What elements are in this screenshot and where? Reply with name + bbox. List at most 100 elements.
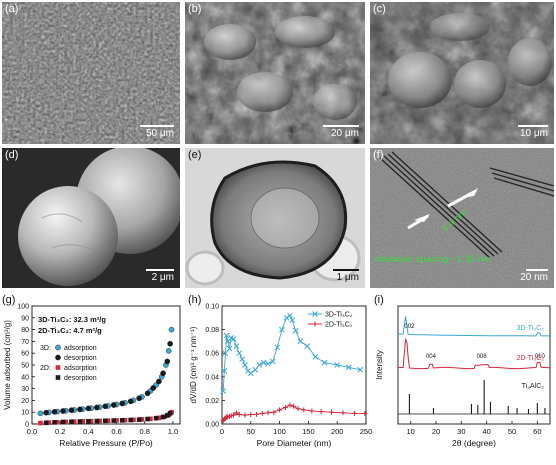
data-point (156, 378, 162, 385)
legend-marker-2d-adsorption (55, 365, 61, 370)
y-tick-label: 0.00 (205, 422, 219, 429)
data-point (167, 411, 173, 416)
data-point (165, 413, 170, 418)
legend-marker-3d-desorption (55, 354, 61, 361)
data-point (94, 418, 100, 424)
data-point (362, 410, 368, 416)
data-point (69, 419, 74, 425)
y-tick-label: 0 (25, 422, 29, 429)
y-tick-label: 0.06 (205, 351, 219, 358)
peak-label-010: 010 (535, 354, 546, 360)
panel-label: (i) (374, 294, 384, 306)
peak-label-008: 008 (477, 354, 488, 360)
data-point (287, 312, 293, 319)
data-point (43, 409, 49, 416)
x-tick-label: 0.2 (55, 427, 65, 436)
data-point (265, 360, 271, 367)
data-point (321, 359, 328, 366)
legend-marker-1 (312, 321, 318, 327)
data-point (77, 419, 83, 424)
xrd-label-3d: 3D-Ti₃C₂ (517, 325, 545, 332)
series-markers-0 (220, 312, 364, 394)
data-point (139, 417, 145, 422)
data-point (88, 418, 94, 424)
data-point (233, 343, 240, 349)
data-point (334, 362, 341, 368)
x-tick-label: 0 (220, 427, 224, 436)
y-tick-label: 30 (21, 386, 29, 393)
data-point (260, 359, 267, 366)
data-point (60, 408, 66, 414)
x-tick-label: 30 (457, 427, 465, 436)
legend-marker-3d-adsorption (55, 344, 61, 351)
data-point (282, 404, 288, 410)
data-point (119, 418, 125, 423)
annotation-2d-area: 2D-Ti₃C₂: 4.7 m²/g (38, 326, 102, 335)
y-tick-label: 10 (21, 410, 29, 417)
data-point (236, 412, 242, 418)
plot-frame (221, 305, 367, 425)
y-tick-label: 50 (21, 363, 29, 370)
micrograph-e: (e) 1 μm (185, 148, 365, 288)
data-point (226, 345, 233, 352)
data-point (85, 405, 92, 412)
x-axis-label: 2θ (degree) (452, 438, 496, 448)
data-point (150, 385, 157, 391)
scale-bar-f: 20 nm (520, 269, 548, 283)
data-point (80, 419, 86, 424)
data-point (248, 412, 254, 418)
interlayer-spacing-label: interlayer spacing ~1.35 nm (374, 254, 491, 265)
micrograph-b: (b) 20 μm (185, 2, 365, 144)
panel-label-b: (b) (188, 3, 202, 15)
legend-label-1: 2D-Ti₃C₂ (325, 322, 353, 329)
data-point (318, 409, 324, 415)
data-point (231, 412, 237, 418)
legend-marker-2d-desorption (55, 375, 61, 380)
xrd-label-2d: 2D-Ti₃C₂ (517, 355, 545, 362)
data-point (233, 410, 239, 416)
data-point (114, 418, 119, 423)
data-point (145, 416, 150, 422)
data-point (102, 418, 108, 424)
data-point (222, 350, 229, 357)
x-tick-label: 50 (247, 427, 255, 436)
data-point (312, 353, 319, 360)
y-tick-label: 0.08 (205, 327, 219, 334)
panel-label: (h) (188, 294, 201, 306)
plot-frame (397, 305, 551, 425)
annotation-3d-area: 3D-Ti₃C₂: 32.3 m²/g (38, 315, 106, 324)
x-tick-label: 150 (302, 427, 315, 436)
chart-i-xrd: (i) 2θ (degree) Intensity 10 20 30 40 50 60 3D-Ti… (372, 292, 556, 460)
data-point (340, 410, 346, 416)
y-axis-label: dV/dD (cm³ g⁻¹ nm⁻¹) (189, 326, 198, 403)
y-axis-label: Volume adsorbed (cm³/g) (3, 320, 12, 410)
data-point (274, 344, 281, 351)
data-point (242, 362, 248, 368)
data-point (289, 317, 296, 324)
data-point (111, 418, 117, 423)
data-point (230, 336, 237, 342)
y-axis-label: Intensity (375, 350, 384, 380)
data-point (304, 343, 311, 349)
legend-marker-0 (312, 311, 318, 317)
data-point (128, 417, 133, 423)
x-tick-label: 0.0 (27, 427, 37, 436)
legend-label-3d-adsorption: adsorption (64, 345, 97, 352)
y-tick-label: 80 (21, 327, 29, 334)
data-point (271, 409, 277, 415)
scale-bar-c: 10 μm (518, 125, 548, 139)
data-point (228, 413, 234, 419)
data-point (110, 402, 117, 408)
data-point (51, 409, 58, 415)
data-point (86, 418, 91, 424)
data-point (256, 362, 263, 368)
data-point (71, 419, 77, 424)
data-point (37, 410, 44, 417)
data-point (351, 410, 357, 416)
data-point (252, 366, 259, 373)
data-point (292, 327, 299, 334)
data-point (220, 388, 227, 394)
data-point (287, 402, 293, 408)
x-tick-label: 10 (406, 427, 414, 436)
data-point (136, 417, 142, 422)
